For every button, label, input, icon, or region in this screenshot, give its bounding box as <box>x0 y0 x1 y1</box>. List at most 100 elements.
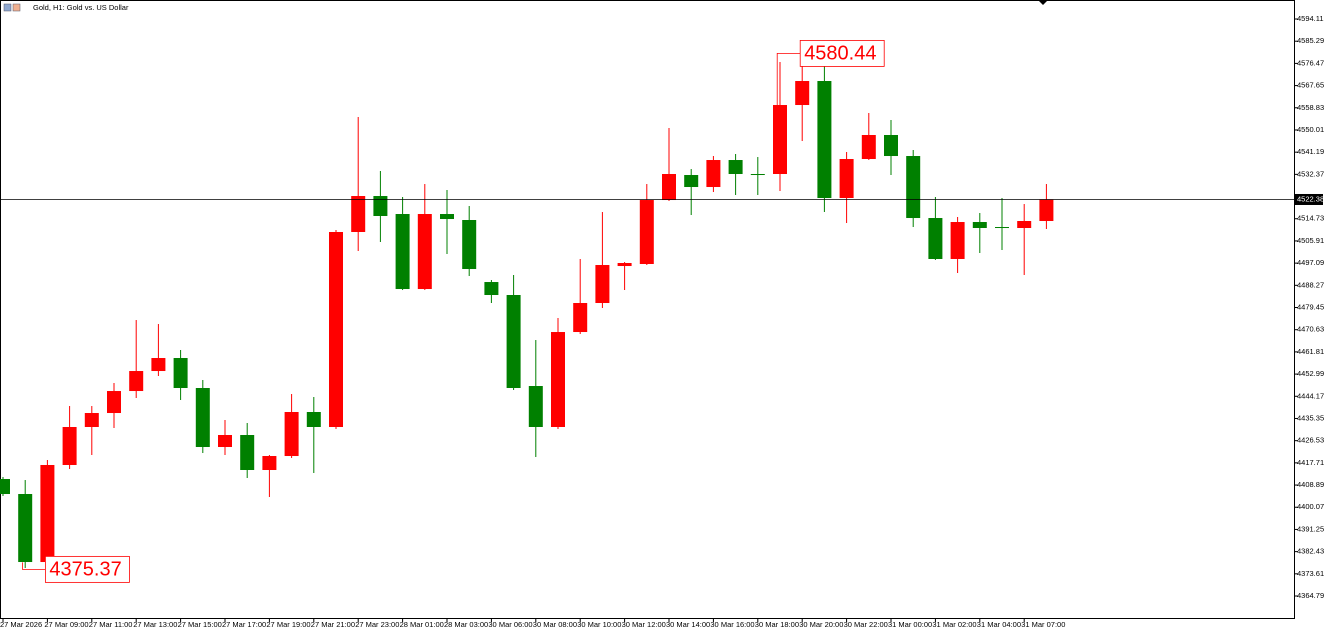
candle-body <box>195 388 210 448</box>
candle-body <box>373 196 388 216</box>
candle-body <box>595 265 610 304</box>
candle-body <box>329 231 343 428</box>
candle-body <box>40 464 55 563</box>
candle-body <box>506 295 521 389</box>
y-tick-label: 4550.01 <box>1297 125 1324 134</box>
x-tick-label: 30 Mar 16:00 <box>710 620 754 629</box>
candle-body <box>173 358 188 389</box>
candle-body <box>528 386 543 428</box>
y-tick-label: 4400.07 <box>1297 502 1324 511</box>
candle-body <box>395 214 410 290</box>
y-tick-label: 4585.29 <box>1297 36 1324 45</box>
candle-body <box>129 371 144 392</box>
x-tick-label: 28 Mar 01:00 <box>400 620 444 629</box>
candle-body <box>573 303 588 333</box>
y-tick-label: 4373.61 <box>1297 569 1324 578</box>
y-tick-label: 4452.99 <box>1297 369 1324 378</box>
current-price-box <box>1295 193 1323 205</box>
candle-body <box>684 175 699 188</box>
annotation-connector <box>776 53 801 106</box>
y-tick-label: 4364.79 <box>1297 591 1324 600</box>
y-tick-label: 4558.83 <box>1297 103 1324 112</box>
candle-body <box>706 160 721 188</box>
candle-body <box>884 135 898 157</box>
candle-body <box>839 159 854 199</box>
y-tick-label: 4514.73 <box>1297 214 1324 223</box>
candle-body <box>817 81 832 199</box>
y-tick-label: 4382.43 <box>1297 547 1324 556</box>
candle-body <box>950 222 965 259</box>
candle-body <box>1017 221 1032 228</box>
candle-body <box>861 135 876 160</box>
candle-body <box>972 222 987 228</box>
candle-body <box>750 174 765 176</box>
candle-body <box>906 156 921 219</box>
chart-title: Gold, H1: Gold vs. US Dollar <box>33 3 129 12</box>
y-tick-label: 4576.47 <box>1297 58 1324 67</box>
y-tick-label: 4505.91 <box>1297 236 1324 245</box>
candle-body <box>306 412 321 428</box>
candle-body <box>151 358 166 372</box>
plot-frame <box>0 0 1295 619</box>
x-tick-label: 30 Mar 20:00 <box>799 620 843 629</box>
candle-body <box>995 227 1009 229</box>
candle-body <box>928 218 943 259</box>
candle-body <box>218 435 232 448</box>
candle-body <box>617 262 632 267</box>
x-tick-label: 28 Mar 03:00 <box>444 620 488 629</box>
y-tick-label: 4532.37 <box>1297 169 1324 178</box>
candle-body <box>440 214 454 220</box>
window-icon <box>12 3 21 12</box>
annotation-label: 4580.44 <box>804 43 876 65</box>
candle-body <box>417 214 432 290</box>
x-tick-label: 30 Mar 12:00 <box>622 620 666 629</box>
annotation-box <box>799 40 885 67</box>
candle-body <box>551 332 565 428</box>
y-tick-label: 4479.45 <box>1297 302 1324 311</box>
x-tick-label: 27 Mar 23:00 <box>355 620 399 629</box>
candle-body <box>107 391 121 414</box>
candle-body <box>484 282 499 296</box>
annotation-box <box>45 555 130 583</box>
x-tick-label: 31 Mar 04:00 <box>977 620 1021 629</box>
x-tick-label: 27 Mar 19:00 <box>266 620 310 629</box>
candle-body <box>84 413 99 428</box>
x-tick-label: 27 Mar 17:00 <box>222 620 266 629</box>
x-tick-label: 30 Mar 06:00 <box>488 620 532 629</box>
x-tick-label: 31 Mar 07:00 <box>1021 620 1065 629</box>
candle-body <box>462 219 477 270</box>
x-tick-label: 27 Mar 15:00 <box>178 620 222 629</box>
candle-body <box>262 456 277 471</box>
y-tick-label: 4541.19 <box>1297 147 1324 156</box>
y-tick-label: 4391.25 <box>1297 524 1324 533</box>
x-tick-label: 30 Mar 10:00 <box>577 620 621 629</box>
y-tick-label: 4488.27 <box>1297 280 1324 289</box>
candle-body <box>0 479 10 495</box>
annotation-label: 4375.37 <box>49 559 121 581</box>
y-tick-label: 4444.17 <box>1297 391 1324 400</box>
candle-body <box>1039 199 1054 222</box>
candle-body <box>795 81 810 106</box>
y-tick-label: 4408.89 <box>1297 480 1324 489</box>
candle-body <box>639 200 654 265</box>
x-tick-label: 27 Mar 2026 <box>0 620 42 629</box>
x-tick-label: 31 Mar 02:00 <box>932 620 976 629</box>
candle-body <box>240 435 255 471</box>
candle-body <box>351 196 366 232</box>
y-tick-label: 4567.65 <box>1297 81 1324 90</box>
candle-body <box>62 427 77 465</box>
x-tick-label: 27 Mar 09:00 <box>44 620 88 629</box>
x-tick-label: 27 Mar 21:00 <box>311 620 355 629</box>
candle-body <box>284 412 299 457</box>
candle-body <box>662 174 676 201</box>
candle-body <box>728 160 743 175</box>
x-tick-label: 31 Mar 00:00 <box>888 620 932 629</box>
y-tick-label: 4426.53 <box>1297 436 1324 445</box>
x-tick-label: 30 Mar 22:00 <box>844 620 888 629</box>
y-tick-label: 4594.11 <box>1297 14 1324 23</box>
current-price-label: 4522.38 <box>1297 194 1324 203</box>
y-tick-label: 4497.09 <box>1297 258 1324 267</box>
y-tick-label: 4417.71 <box>1297 458 1324 467</box>
